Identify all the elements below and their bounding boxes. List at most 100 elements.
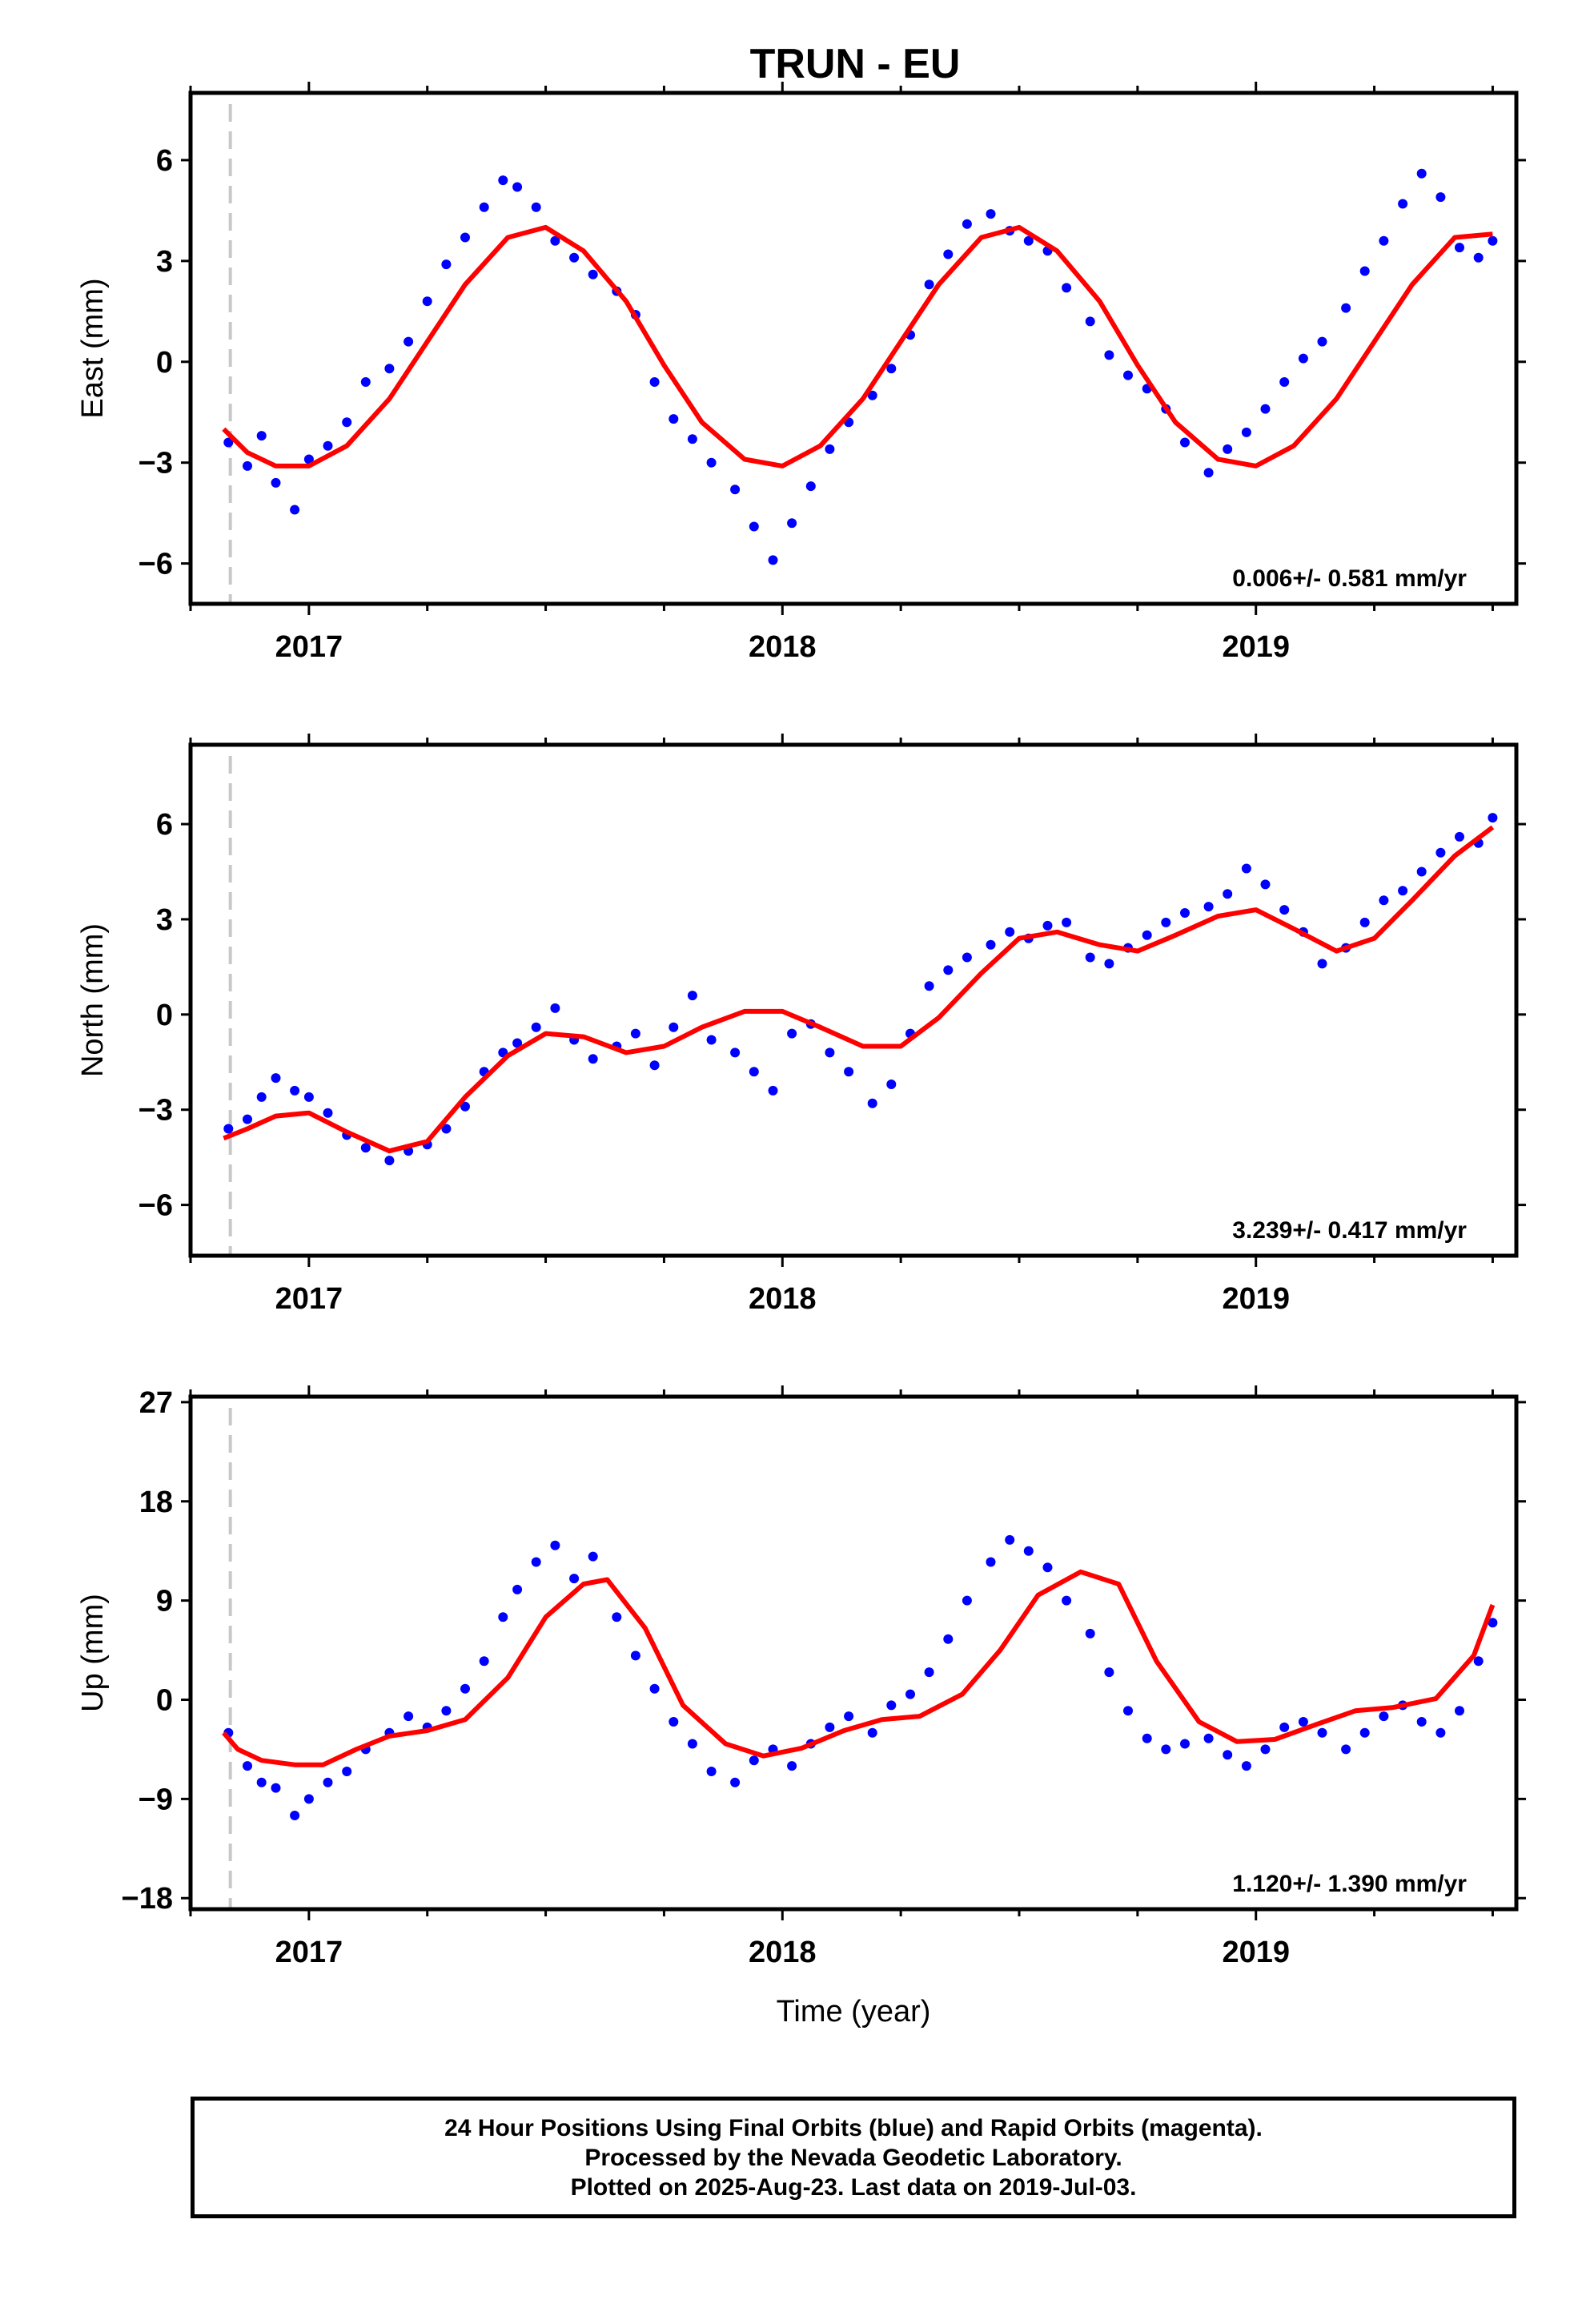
- data-point: [1473, 252, 1484, 263]
- data-point: [1241, 1761, 1251, 1771]
- data-point: [1123, 370, 1133, 380]
- data-point: [1023, 1546, 1034, 1556]
- data-point: [986, 1557, 996, 1567]
- data-point: [1473, 1656, 1484, 1667]
- data-point: [612, 1612, 622, 1622]
- data-point: [1398, 886, 1408, 896]
- data-point: [1488, 235, 1498, 246]
- footer-line-1: 24 Hour Positions Using Final Orbits (bl…: [444, 2114, 1263, 2141]
- data-point: [1379, 895, 1389, 906]
- data-point: [787, 1028, 797, 1039]
- y-tick-label: −6: [139, 1189, 173, 1223]
- data-point: [1241, 427, 1251, 437]
- data-point: [630, 1651, 640, 1661]
- data-point: [1180, 1739, 1190, 1749]
- x-tick-label: 2019: [1222, 630, 1290, 664]
- data-point: [825, 1047, 835, 1058]
- data-point: [1398, 199, 1408, 209]
- data-point: [1062, 917, 1072, 927]
- data-point: [1223, 444, 1233, 454]
- y-tick-label: −18: [122, 1882, 173, 1916]
- data-point: [768, 555, 778, 565]
- data-point: [706, 457, 717, 468]
- plot-frame: [188, 90, 1519, 606]
- data-point: [1180, 908, 1190, 918]
- data-point: [384, 364, 395, 374]
- data-point: [1241, 863, 1251, 874]
- footer-line-3: Plotted on 2025-Aug-23. Last data on 201…: [570, 2173, 1137, 2201]
- data-point: [924, 1667, 934, 1678]
- data-point: [323, 1777, 333, 1787]
- data-point: [905, 1689, 915, 1699]
- y-tick-label: 6: [156, 144, 173, 178]
- data-point: [1085, 1628, 1095, 1638]
- data-point: [460, 1683, 470, 1694]
- velocity-label: 1.120+/- 1.390 mm/yr: [1232, 1871, 1467, 1897]
- data-point: [1260, 404, 1271, 414]
- data-point: [1416, 168, 1427, 179]
- y-tick-label: 0: [156, 346, 173, 380]
- data-point: [1359, 917, 1370, 927]
- data-point: [787, 518, 797, 529]
- data-point: [943, 249, 954, 259]
- data-point: [1023, 235, 1034, 246]
- data-point: [825, 1722, 835, 1732]
- east-panel: −6 −3 0 3 6 2017 2018 2019 East (mm) 0.006+/- 0.5…: [76, 82, 1526, 664]
- data-point: [867, 390, 877, 400]
- data-point: [1223, 1750, 1233, 1760]
- data-point: [886, 1080, 897, 1089]
- data-point: [512, 1584, 523, 1594]
- data-point: [1455, 1706, 1464, 1716]
- y-tick-label: 9: [156, 1585, 173, 1618]
- data-point: [1488, 813, 1498, 823]
- y-axis-label: North (mm): [76, 923, 110, 1077]
- velocity-label: 3.239+/- 0.417 mm/yr: [1232, 1217, 1467, 1244]
- data-point: [1161, 1744, 1171, 1755]
- data-point: [404, 336, 414, 347]
- data-point: [441, 1706, 452, 1716]
- data-point: [1223, 889, 1233, 899]
- data-point: [669, 414, 679, 424]
- data-points: [223, 813, 1498, 1166]
- data-point: [342, 1767, 352, 1776]
- data-point: [1416, 1717, 1427, 1727]
- data-point: [962, 219, 972, 229]
- footer-line-2: Processed by the Nevada Geodetic Laborat…: [584, 2144, 1122, 2171]
- plot-frame: [188, 1394, 1519, 1912]
- data-point: [1298, 353, 1308, 364]
- data-point: [867, 1727, 877, 1738]
- data-point: [962, 952, 972, 963]
- data-point: [1379, 235, 1389, 246]
- data-point: [787, 1761, 797, 1771]
- x-tick-label: 2019: [1222, 1936, 1290, 1969]
- data-point: [1455, 831, 1464, 842]
- data-point: [730, 1047, 741, 1058]
- data-point: [1104, 350, 1114, 360]
- data-point: [749, 1067, 759, 1077]
- data-point: [460, 232, 470, 243]
- data-points: [223, 1534, 1498, 1820]
- data-point: [886, 1700, 897, 1711]
- data-point: [588, 269, 598, 279]
- data-point: [1260, 1744, 1271, 1755]
- y-tick-label: 0: [156, 999, 173, 1032]
- data-point: [404, 1711, 414, 1722]
- y-tick-label: 27: [139, 1386, 173, 1420]
- data-point: [1203, 1733, 1214, 1743]
- data-point: [1379, 1711, 1389, 1722]
- data-point: [1488, 1618, 1498, 1628]
- data-point: [290, 1811, 300, 1820]
- data-point: [290, 1085, 300, 1096]
- data-point: [730, 1777, 741, 1787]
- data-point: [303, 454, 314, 464]
- data-point: [749, 1755, 759, 1766]
- x-tick-label: 2018: [749, 630, 817, 664]
- data-point: [550, 1540, 560, 1550]
- x-tick-label: 2019: [1222, 1282, 1290, 1316]
- data-point: [768, 1085, 778, 1096]
- data-point: [1416, 866, 1427, 877]
- data-point: [649, 377, 660, 387]
- data-point: [512, 182, 523, 192]
- data-point: [706, 1767, 717, 1776]
- data-point: [342, 417, 352, 428]
